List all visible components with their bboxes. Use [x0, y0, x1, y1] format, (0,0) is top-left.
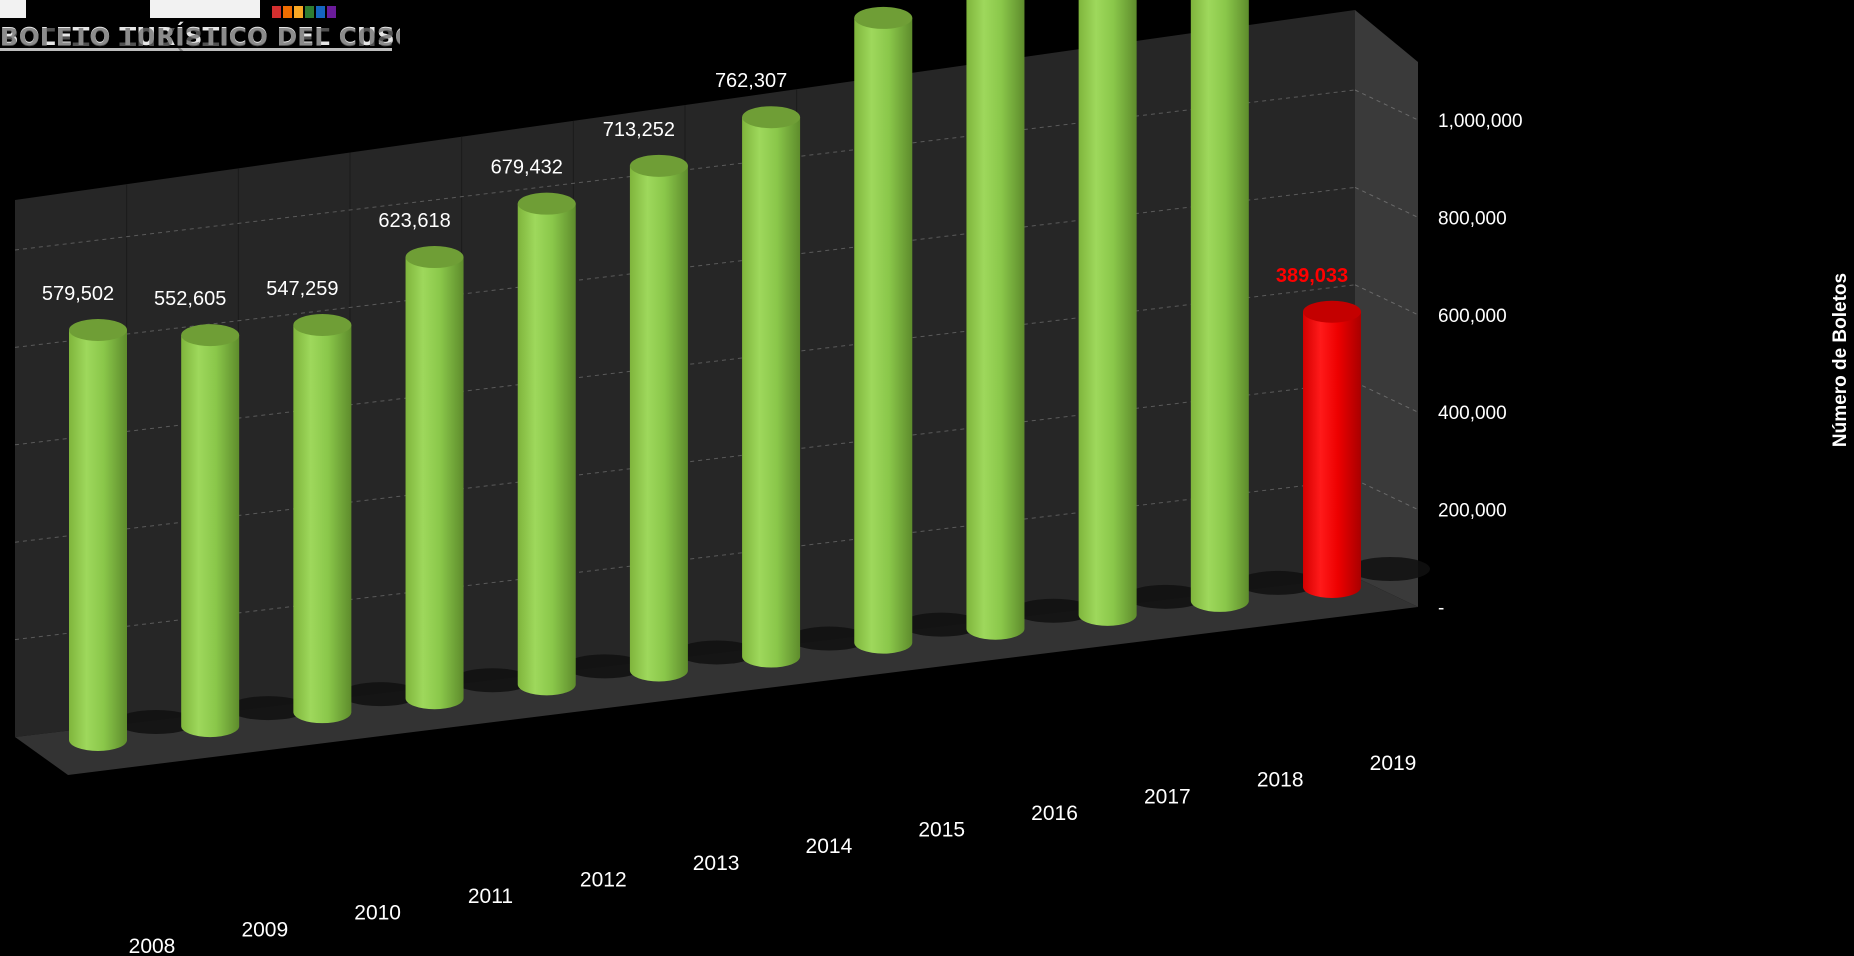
data-label: 679,432 [491, 157, 563, 179]
x-tick-label: 2014 [806, 835, 853, 858]
x-tick-label: 2018 [1257, 769, 1304, 792]
bar-cap [742, 106, 801, 129]
y-tick-label: - [1438, 598, 1444, 619]
bar-shadow [789, 626, 870, 651]
x-tick-label: 2016 [1031, 802, 1078, 825]
data-label: 389,033 [1276, 265, 1348, 287]
x-tick-label: 2013 [693, 852, 740, 875]
logo-letter-shape [0, 0, 26, 18]
x-tick-label: 2015 [918, 819, 965, 842]
logo-letter-shape [150, 0, 260, 18]
logo-emblem [0, 0, 400, 22]
bar-2015 [854, 17, 913, 654]
bar-cap [293, 313, 352, 336]
bar-cap [181, 324, 240, 347]
bar-shadow [901, 612, 982, 637]
logo-stripe [283, 6, 292, 18]
floor [15, 577, 1418, 775]
bar-shadow [1125, 584, 1206, 609]
y-tick-label: 200,000 [1438, 501, 1507, 522]
bar-cap [1303, 300, 1361, 323]
data-label: 762,307 [715, 70, 787, 92]
data-label: 713,252 [603, 119, 675, 141]
bar-2016 [966, 0, 1025, 640]
bar-cap [405, 246, 464, 269]
x-tick-label: 2010 [354, 902, 401, 925]
bar-cap [854, 6, 913, 29]
logo-stripe [316, 6, 325, 18]
bar-shadow [1237, 570, 1318, 595]
bar-2011 [405, 257, 464, 710]
gridline-side [1354, 89, 1419, 121]
gridline-side [1354, 479, 1419, 511]
y-tick-label: 600,000 [1438, 306, 1507, 327]
bar-shadow [228, 696, 309, 721]
y-tick-label: 1,000,000 [1438, 111, 1523, 132]
x-tick-label: 2009 [241, 918, 288, 941]
x-tick-label: 2019 [1370, 752, 1417, 775]
bar-shadow [116, 710, 196, 734]
bar-2010 [293, 324, 352, 724]
bar-2017 [1078, 0, 1137, 626]
data-label: 547,259 [266, 278, 338, 300]
bar-shadow [1013, 598, 1094, 623]
bar-2009 [181, 335, 240, 738]
data-label: 623,618 [378, 210, 450, 232]
x-tick-label: 2012 [580, 868, 627, 891]
gridline-side [1354, 186, 1419, 218]
bar-cap [517, 192, 576, 215]
data-label: 552,605 [154, 288, 226, 310]
bar-shadow [564, 654, 645, 679]
logo-text: BOLETO TURÍSTICO DEL CUSCO [0, 22, 400, 51]
bar-shadow [1350, 557, 1430, 581]
logo-stripe [305, 6, 314, 18]
logo-stripe [327, 6, 336, 18]
gridline-side [1354, 381, 1419, 413]
y-tick-label: 800,000 [1438, 208, 1507, 229]
y-tick-label: 400,000 [1438, 403, 1507, 424]
bar-shadow [452, 668, 533, 693]
bar-shadow [340, 682, 421, 707]
gridline-side [1354, 284, 1419, 316]
bar-cap [629, 154, 688, 177]
logo: BOLETO TURÍSTICO DEL CUSCO BOLETO TURÍST… [0, 0, 400, 78]
bar-2008 [69, 330, 127, 751]
logo-stripe [272, 6, 281, 18]
data-label: 579,502 [42, 283, 114, 305]
bar-2014 [742, 117, 801, 668]
bar-cap [69, 319, 127, 341]
logo-underline [0, 48, 392, 51]
x-tick-label: 2011 [468, 885, 513, 908]
bar-2013 [629, 165, 688, 682]
x-tick-label: 2008 [129, 935, 176, 956]
bar-shadow [676, 640, 757, 665]
side-wall [1355, 10, 1418, 607]
bar-2012 [517, 203, 576, 696]
bar-2018 [1190, 0, 1249, 612]
bar-2019 [1303, 311, 1361, 598]
x-tick-label: 2017 [1144, 785, 1191, 808]
y-axis-title: Número de Boletos [1830, 273, 1851, 447]
logo-stripe [294, 6, 303, 18]
